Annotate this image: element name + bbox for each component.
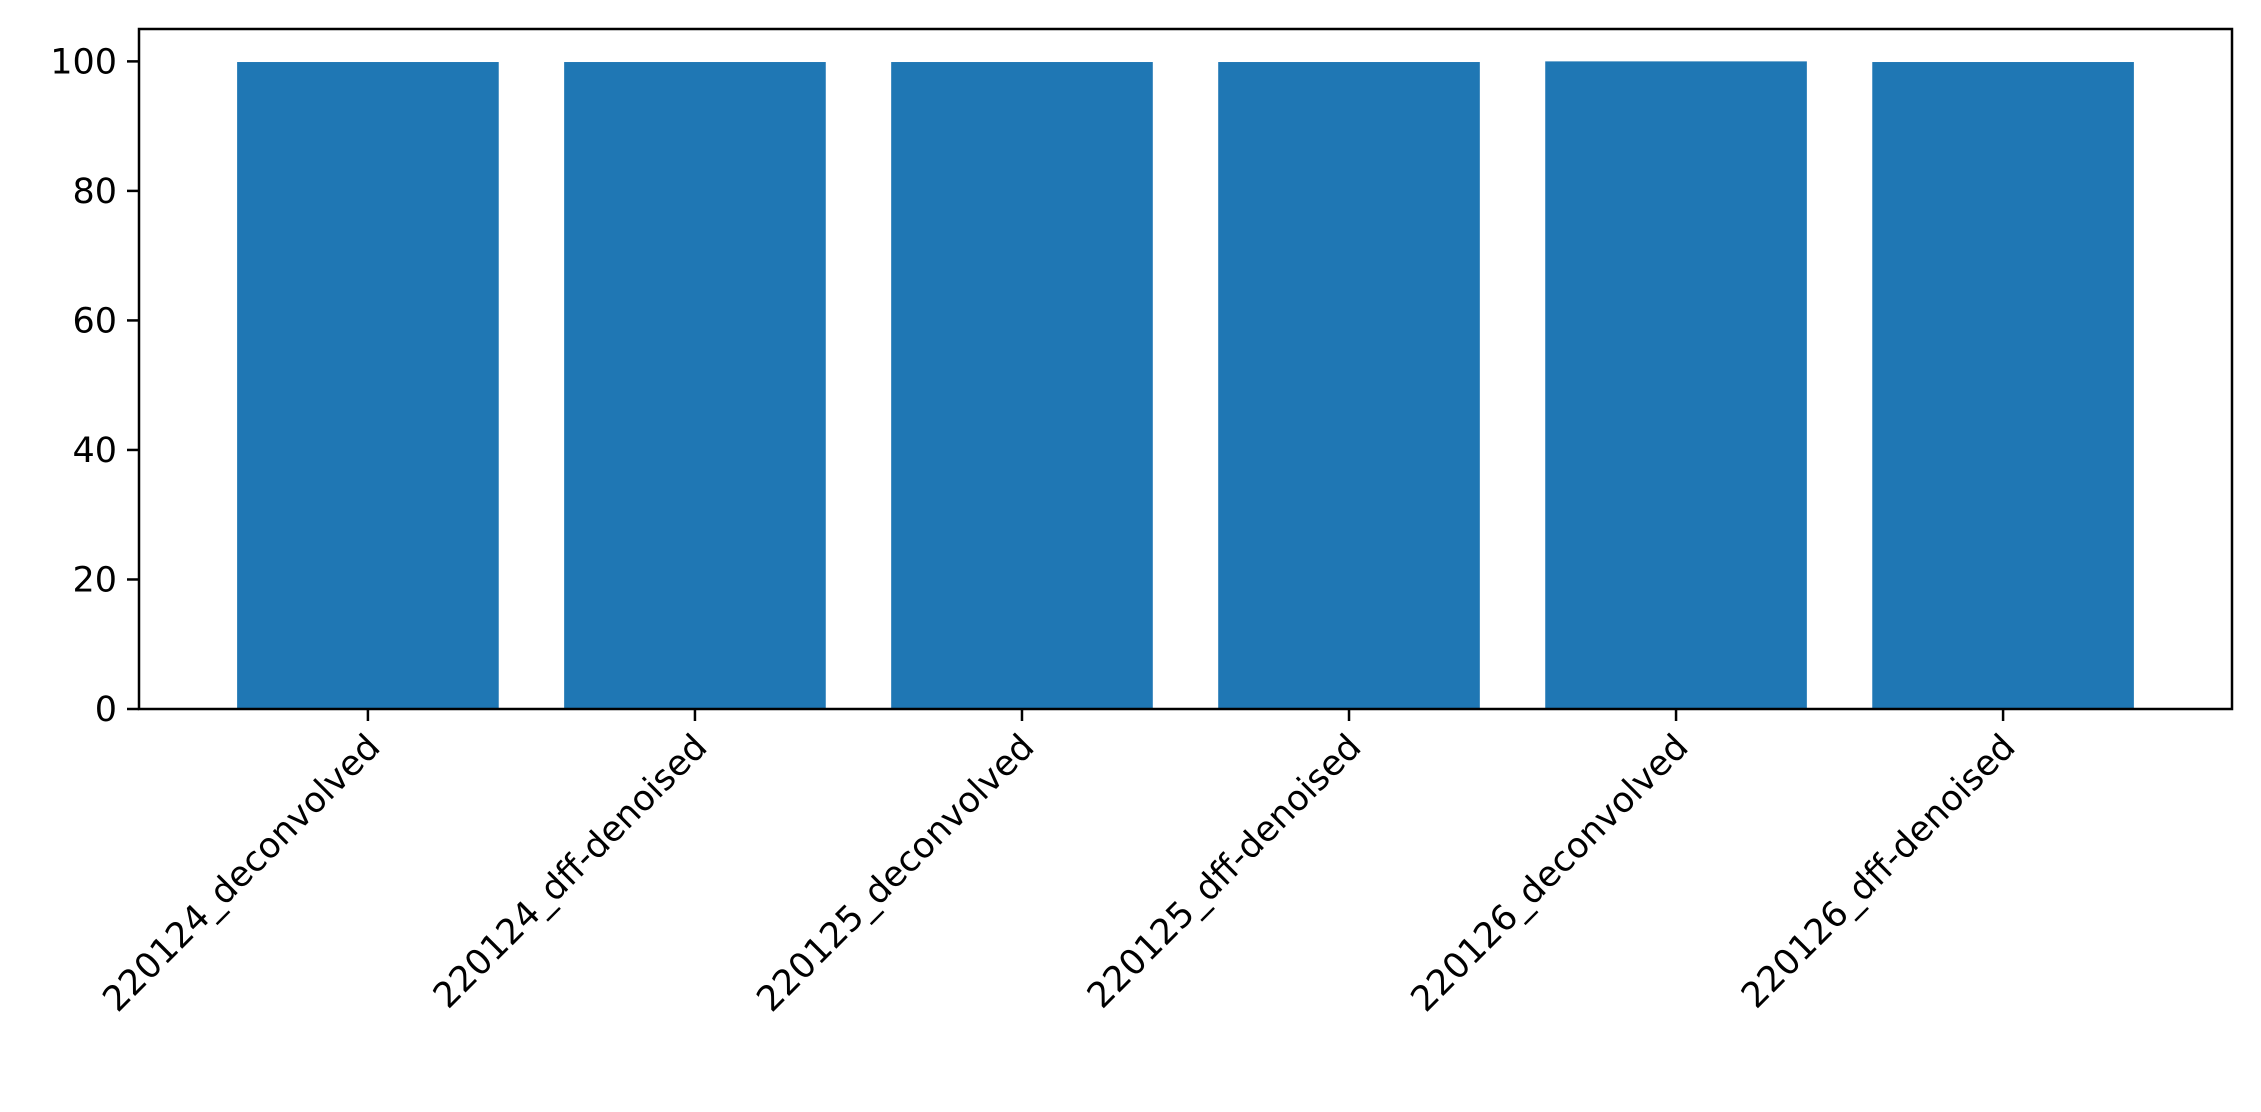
bar-220125_deconvolved	[891, 62, 1153, 710]
y-tick-label: 100	[50, 42, 117, 82]
bar-220124_dff-denoised	[564, 62, 826, 710]
plot-frame	[137, 27, 2234, 711]
bars-group	[237, 61, 2134, 710]
bar-220126_deconvolved	[1545, 61, 1807, 709]
bar-220126_dff-denoised	[1872, 62, 2134, 710]
y-tick-label: 20	[72, 560, 117, 600]
bar-220125_dff-denoised	[1218, 62, 1480, 710]
y-tick-label: 0	[95, 690, 117, 730]
bar-220124_deconvolved	[237, 62, 499, 710]
y-axis: 0 20 40 60 80 100	[50, 42, 139, 730]
y-tick-label: 60	[72, 301, 117, 341]
y-tick-label: 80	[72, 172, 117, 212]
y-tick-label: 40	[72, 431, 117, 471]
